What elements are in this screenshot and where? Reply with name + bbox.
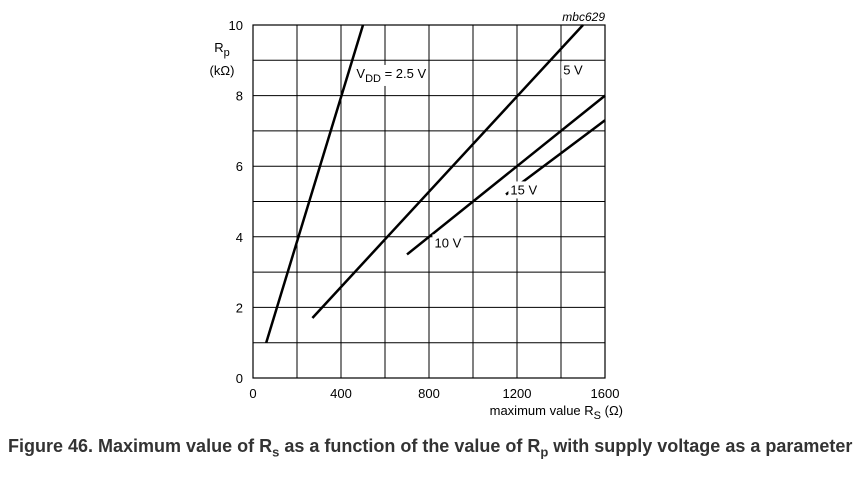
caption-sub-p: p [540, 444, 549, 460]
y-tick-label: 6 [236, 159, 243, 174]
caption-suffix: with supply voltage as a parameter [548, 436, 853, 456]
y-tick-label: 2 [236, 300, 243, 315]
x-tick-label: 1600 [591, 386, 620, 401]
y-tick-label: 4 [236, 230, 243, 245]
caption-sub-s: s [272, 444, 280, 460]
grid [252, 24, 606, 379]
series-label-bg-1 [561, 61, 586, 79]
figure-code: mbc629 [562, 10, 605, 24]
x-tick-label: 800 [418, 386, 440, 401]
caption-prefix: Figure 46. Maximum value of R [8, 436, 273, 456]
series-label-bg-3 [508, 181, 540, 199]
y-tick-label: 0 [236, 371, 243, 386]
series-lines [265, 24, 606, 344]
x-tick-label: 400 [330, 386, 352, 401]
x-tick-label: 0 [249, 386, 256, 401]
y-tick-label: 8 [236, 89, 243, 104]
series-label-2: 10 V [435, 235, 462, 250]
y-tick-label: 10 [229, 18, 243, 33]
series-label-3: 15 V [510, 182, 537, 197]
series-line-1 [311, 24, 584, 319]
caption-middle: as a function of the value of R [279, 436, 541, 456]
series-label-1: 5 V [563, 62, 583, 77]
y-axis-unit: (kΩ) [210, 63, 235, 78]
series-line-0 [265, 24, 365, 344]
y-axis-label: Rp [214, 40, 230, 59]
chart: 0 400 800 1200 1600 0 2 4 6 8 10 Rp (kΩ) maximum valu… [210, 10, 623, 422]
figure-caption: Figure 46. Maximum value of Rs as a func… [8, 435, 854, 464]
series-line-2 [406, 94, 606, 256]
series-label-bg-2 [432, 234, 464, 252]
labels: 0 400 800 1200 1600 0 2 4 6 8 10 Rp (kΩ) maximum valu… [210, 10, 623, 422]
x-tick-label: 1200 [503, 386, 532, 401]
series-label-bg-0 [354, 64, 429, 86]
plot-frame [252, 24, 606, 379]
x-axis-label: maximum value RS (Ω) [490, 403, 623, 422]
